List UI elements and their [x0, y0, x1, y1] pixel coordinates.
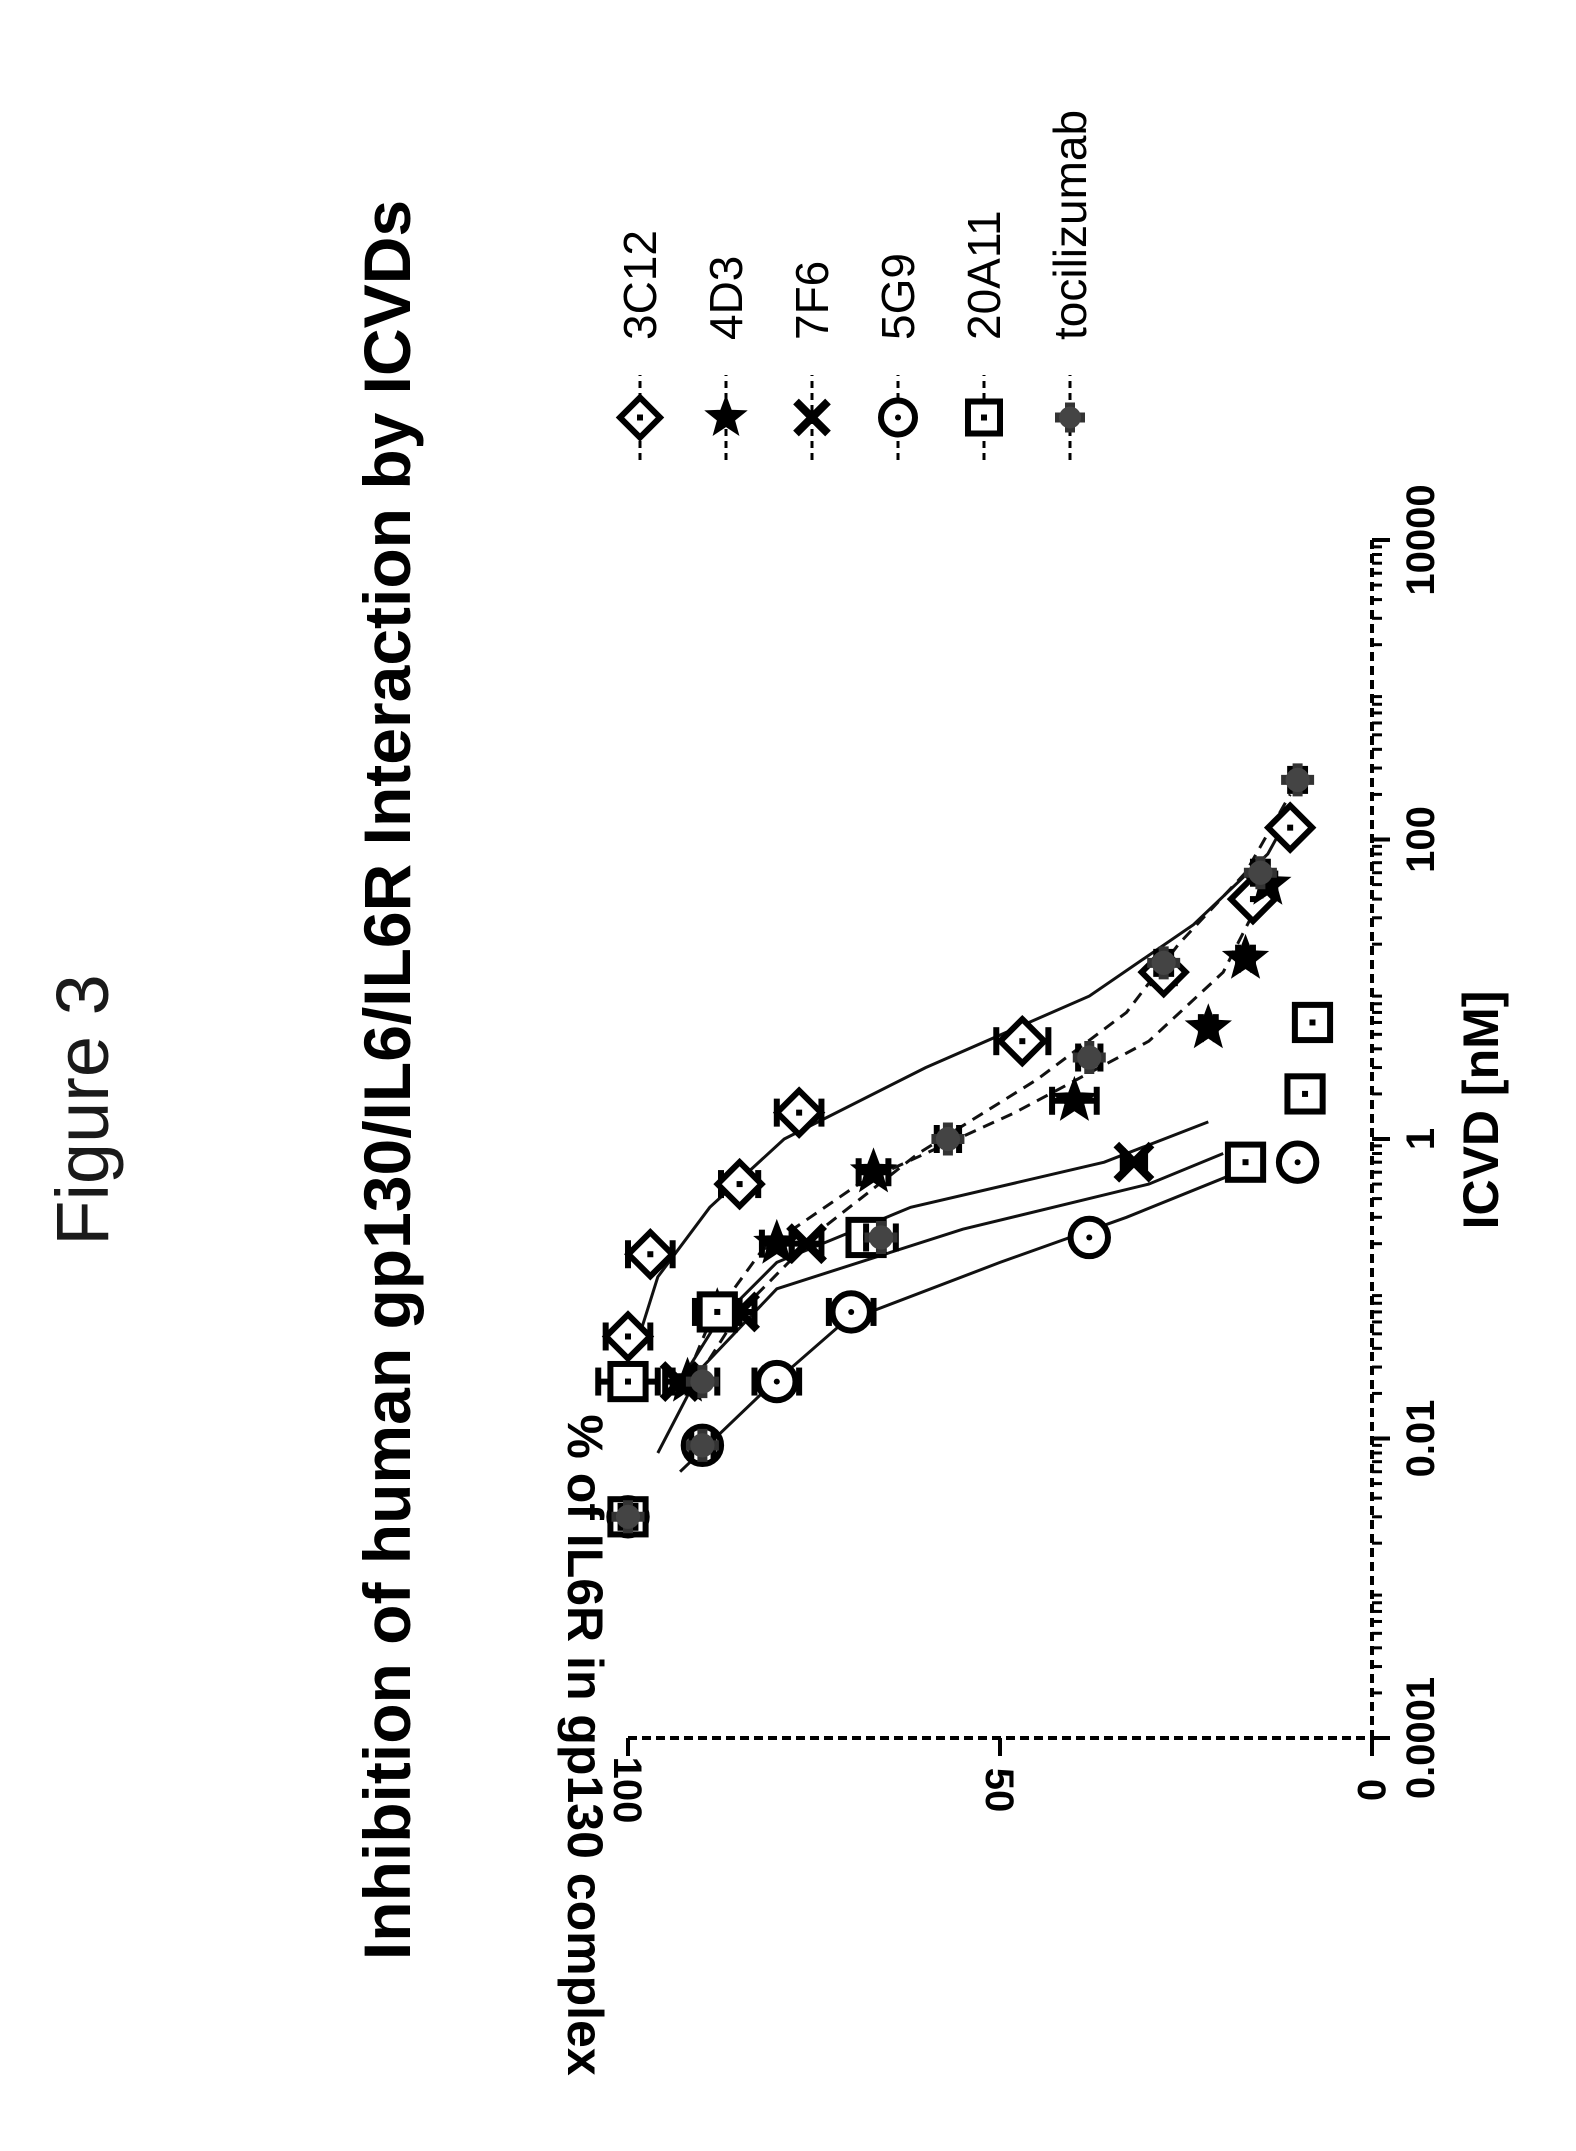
point-4d3: [1184, 1003, 1232, 1049]
point-tocilizumab-core: [690, 1369, 715, 1394]
point-tocilizumab-core: [690, 1433, 715, 1458]
x-tick-label: 0.01: [1399, 1400, 1443, 1478]
legend-marker-tocilizumab-core: [1059, 406, 1081, 429]
y-tick-label: 50: [977, 1768, 1021, 1813]
point-3c12-dot: [647, 1251, 654, 1258]
point-7f6: [659, 1361, 701, 1402]
point-4d3: [1221, 933, 1270, 979]
fit-lines: [633, 793, 1292, 1473]
point-3c12-dot: [1287, 824, 1294, 831]
y-tick-label: 100: [605, 1757, 649, 1824]
point-7f6: [786, 1223, 827, 1265]
point-tocilizumab-core: [1285, 767, 1310, 793]
legend-label-5g9: 5G9: [872, 253, 924, 340]
point-tocilizumab-core: [935, 1126, 961, 1152]
legend: 3C12 4D3 7F6 5G9 20A11 tocilizumab: [614, 110, 1096, 460]
point-3c12-dot: [796, 1109, 803, 1116]
point-tocilizumab-core: [1248, 860, 1273, 885]
point-3c12-dot: [736, 1181, 743, 1188]
point-5g9-dot: [773, 1378, 780, 1385]
point-4d3: [849, 1147, 898, 1193]
fit-line-3c12: [633, 812, 1292, 1349]
point-tocilizumab-core: [615, 1504, 641, 1529]
point-3c12-dot: [1019, 1038, 1026, 1045]
legend-marker-4d3: [704, 394, 748, 436]
axes: 0.0001 0.01 1 100 10000 0 50 100: [605, 484, 1443, 1823]
legend-marker-5g9-dot: [895, 414, 901, 421]
point-5g9-dot: [1294, 1159, 1301, 1166]
point-20a11-dot: [714, 1308, 721, 1315]
point-20a11-dot: [1302, 1090, 1309, 1097]
point-tocilizumab-core: [1151, 950, 1176, 975]
point-20a11: [696, 1291, 738, 1333]
point-20a11-dot: [1242, 1159, 1249, 1166]
x-tick-label: 100: [1399, 806, 1443, 873]
fit-line-5g9: [679, 1170, 1239, 1473]
legend-label-20a11: 20A11: [958, 210, 1010, 340]
legend-label-3c12: 3C12: [614, 230, 666, 340]
legend-label-tocilizumab: tocilizumab: [1044, 110, 1096, 340]
x-tick-label: 0.0001: [1399, 1677, 1443, 1799]
x-tick-label: 10000: [1399, 484, 1443, 595]
legend-label-4d3: 4D3: [700, 256, 752, 340]
point-4d3: [1050, 1075, 1099, 1121]
chart-title: Inhibition of human gp130/IL6/IL6R Inter…: [350, 200, 424, 1960]
fit-line-tocilizumab: [686, 793, 1292, 1395]
point-3c12-dot: [625, 1333, 631, 1340]
y-tick-label: 0: [1349, 1779, 1393, 1801]
x-axis-label: ICVD [nM]: [1453, 991, 1509, 1230]
legend-marker-3c12-dot: [637, 414, 643, 421]
y-axis-label: % of IL6R in gp130 complex: [557, 1414, 613, 2075]
legend-label-7f6: 7F6: [786, 261, 838, 340]
point-20a11: [1284, 1073, 1326, 1115]
legend-marker-7f6: [793, 398, 831, 437]
point-5g9-dot: [848, 1308, 855, 1315]
point-3c12-dot: [1249, 896, 1256, 903]
x-tick-label: 1: [1399, 1128, 1443, 1150]
point-20a11-dot: [1309, 1019, 1316, 1026]
legend-marker-20a11-dot: [981, 414, 987, 421]
point-7f6: [1113, 1141, 1155, 1183]
figure-label: Figure 3: [41, 974, 124, 1245]
point-5g9-dot: [1086, 1234, 1093, 1241]
point-tocilizumab-core: [1077, 1045, 1102, 1070]
data-points: [595, 763, 1334, 1539]
point-20a11-dot: [625, 1378, 631, 1385]
point-tocilizumab-core: [868, 1225, 894, 1250]
point-20a11: [1224, 1141, 1267, 1183]
